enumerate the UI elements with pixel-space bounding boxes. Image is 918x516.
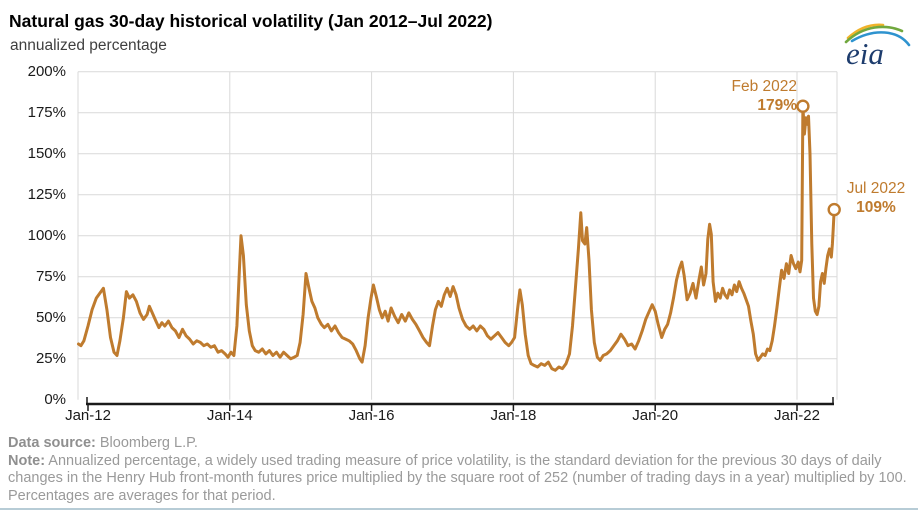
x-axis-tick-label: Jan-20 (632, 407, 679, 424)
annotation-date-label: Jul 2022 (846, 180, 906, 197)
chart-subtitle: annualized percentage (10, 37, 167, 54)
data-source-text: Bloomberg L.P. (99, 435, 198, 451)
bottom-divider (0, 508, 918, 510)
y-axis-tick-label: 150% (27, 144, 66, 162)
data-source-label: Data source: (8, 435, 96, 451)
data-source-line: Data source: Bloomberg L.P. (8, 435, 910, 453)
x-axis-tick-label: Jan-18 (490, 407, 537, 424)
logo-swoosh-green-icon (844, 25, 904, 44)
annotation-feb-2022: Feb 2022 179% (640, 77, 798, 115)
data-point-marker (796, 99, 810, 113)
note-label: Note: (8, 452, 46, 469)
y-axis-tick-label: 50% (35, 308, 66, 326)
y-axis-tick-label: 25% (35, 349, 66, 367)
y-axis-tick-label: 75% (35, 267, 66, 285)
y-axis-tick-label: 0% (44, 390, 66, 408)
y-axis-tick-label: 200% (27, 62, 66, 80)
x-axis-tick-label: Jan-16 (348, 407, 395, 424)
x-axis-tick-label: Jan-22 (774, 407, 820, 424)
annotation-jul-2022: Jul 2022 109% (838, 179, 914, 217)
y-axis-tick-label: 125% (27, 185, 66, 203)
eia-logo: eia (844, 23, 911, 70)
annotation-date-label: Feb 2022 (731, 78, 798, 95)
volatility-line (77, 104, 836, 372)
volatility-line-chart (77, 71, 841, 411)
chart-footnotes: Data source: Bloomberg L.P. Note: Annual… (8, 435, 910, 505)
note-text: Annualized percentage, a widely used tra… (8, 452, 907, 504)
annotation-value-label: 179% (757, 97, 797, 114)
x-axis-tick-label: Jan-12 (65, 407, 111, 424)
annotation-value-label: 109% (856, 199, 896, 216)
data-point-marker (827, 202, 841, 217)
logo-swoosh-blue-icon (850, 31, 911, 47)
note-line: Note: Annualized percentage, a widely us… (8, 453, 910, 506)
chart-title: Natural gas 30-day historical volatility… (9, 11, 493, 31)
y-axis-tick-label: 100% (27, 226, 66, 244)
logo-swoosh-yellow-icon (846, 23, 885, 40)
x-axis-tick-label: Jan-14 (206, 407, 253, 424)
y-axis-tick-label: 175% (27, 103, 66, 121)
eia-logo-text: eia (846, 36, 884, 70)
